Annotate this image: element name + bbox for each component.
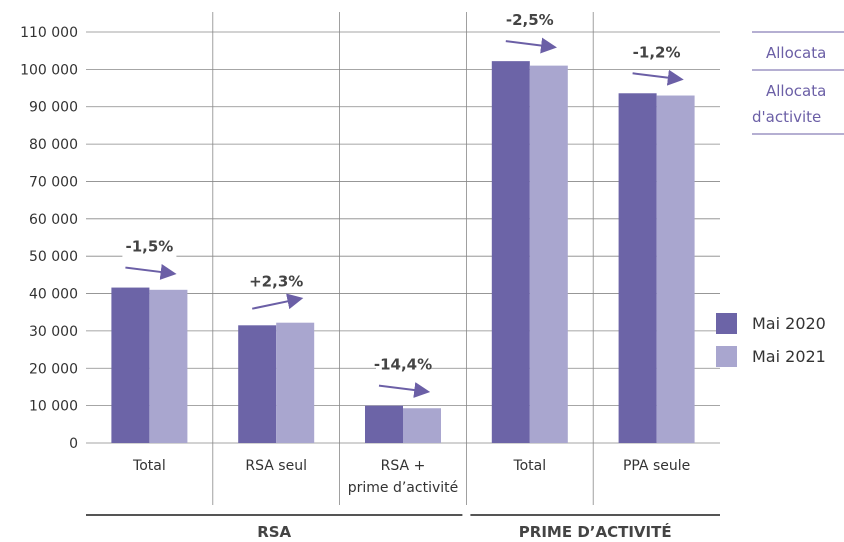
change-arrow — [505, 37, 557, 54]
group-labels: RSA PRIME D’ACTIVITÉ — [86, 514, 720, 541]
bar-mai-2021 — [656, 95, 695, 443]
change-arrow — [632, 69, 684, 86]
side-notes: Allocata Allocata d'activite — [752, 31, 844, 135]
y-tick-label: 60 000 — [29, 212, 78, 228]
y-tick-label: 10 000 — [29, 399, 78, 415]
change-arrow — [125, 264, 177, 280]
bar-mai-2021 — [529, 65, 568, 444]
change-annotations: -1,5% +2,3% -14,4% -2,5% -1,2% — [122, 9, 684, 398]
group-label: RSA — [257, 523, 291, 541]
category-label: prime d’activité — [348, 480, 459, 496]
bar-mai-2020 — [238, 325, 277, 443]
side-note-1: Allocata — [766, 44, 826, 62]
bar-mai-2020 — [365, 405, 403, 443]
y-axis: 0 10 000 20 000 30 000 40 000 50 000 60 000 70 … — [20, 25, 78, 452]
change-label-bg — [122, 235, 177, 258]
change-label: -14,4% — [374, 356, 432, 374]
y-tick-label: 80 000 — [29, 137, 78, 153]
side-note-2: Allocata — [766, 82, 826, 100]
y-tick-label: 40 000 — [29, 287, 78, 303]
legend-swatch — [716, 346, 737, 367]
bar-mai-2020 — [111, 287, 150, 443]
group-label: PRIME D’ACTIVITÉ — [519, 522, 672, 541]
bar-mai-2021 — [403, 408, 441, 443]
y-tick-label: 0 — [69, 436, 78, 452]
change-label: -2,5% — [506, 11, 554, 29]
bar-mai-2020 — [491, 61, 530, 443]
gridlines — [86, 12, 720, 505]
change-arrow — [251, 293, 304, 310]
bar-mai-2021 — [276, 322, 315, 443]
change-label-bg — [629, 41, 684, 64]
category-label: Total — [132, 458, 166, 474]
legend: Mai 2020 Mai 2021 — [716, 313, 826, 367]
bar-mai-2021 — [149, 289, 188, 443]
bar-mai-2020 — [618, 93, 657, 443]
change-label: -1,2% — [633, 43, 681, 61]
change-arrow — [378, 382, 431, 398]
change-label-bg — [249, 270, 304, 293]
category-labels: Total RSA seul RSA + prime d’activité Total P… — [132, 458, 690, 496]
category-label: PPA seule — [623, 458, 690, 474]
category-label: RSA seul — [245, 458, 307, 474]
y-tick-label: 50 000 — [29, 249, 78, 265]
change-label-bg — [502, 9, 557, 32]
bars — [111, 61, 695, 444]
side-note-3: d'activite — [752, 108, 821, 126]
y-tick-label: 20 000 — [29, 361, 78, 377]
y-tick-label: 90 000 — [29, 100, 78, 116]
legend-label: Mai 2020 — [752, 314, 826, 333]
y-tick-label: 30 000 — [29, 324, 78, 340]
y-tick-label: 70 000 — [29, 174, 78, 190]
change-label: +2,3% — [249, 273, 303, 291]
legend-label: Mai 2021 — [752, 347, 826, 366]
change-label-bg — [376, 353, 430, 376]
category-label: RSA + — [381, 458, 426, 474]
y-tick-label: 100 000 — [20, 62, 78, 78]
y-tick-label: 110 000 — [20, 25, 78, 41]
category-label: Total — [512, 458, 546, 474]
change-label: -1,5% — [125, 238, 173, 256]
legend-swatch — [716, 313, 737, 334]
